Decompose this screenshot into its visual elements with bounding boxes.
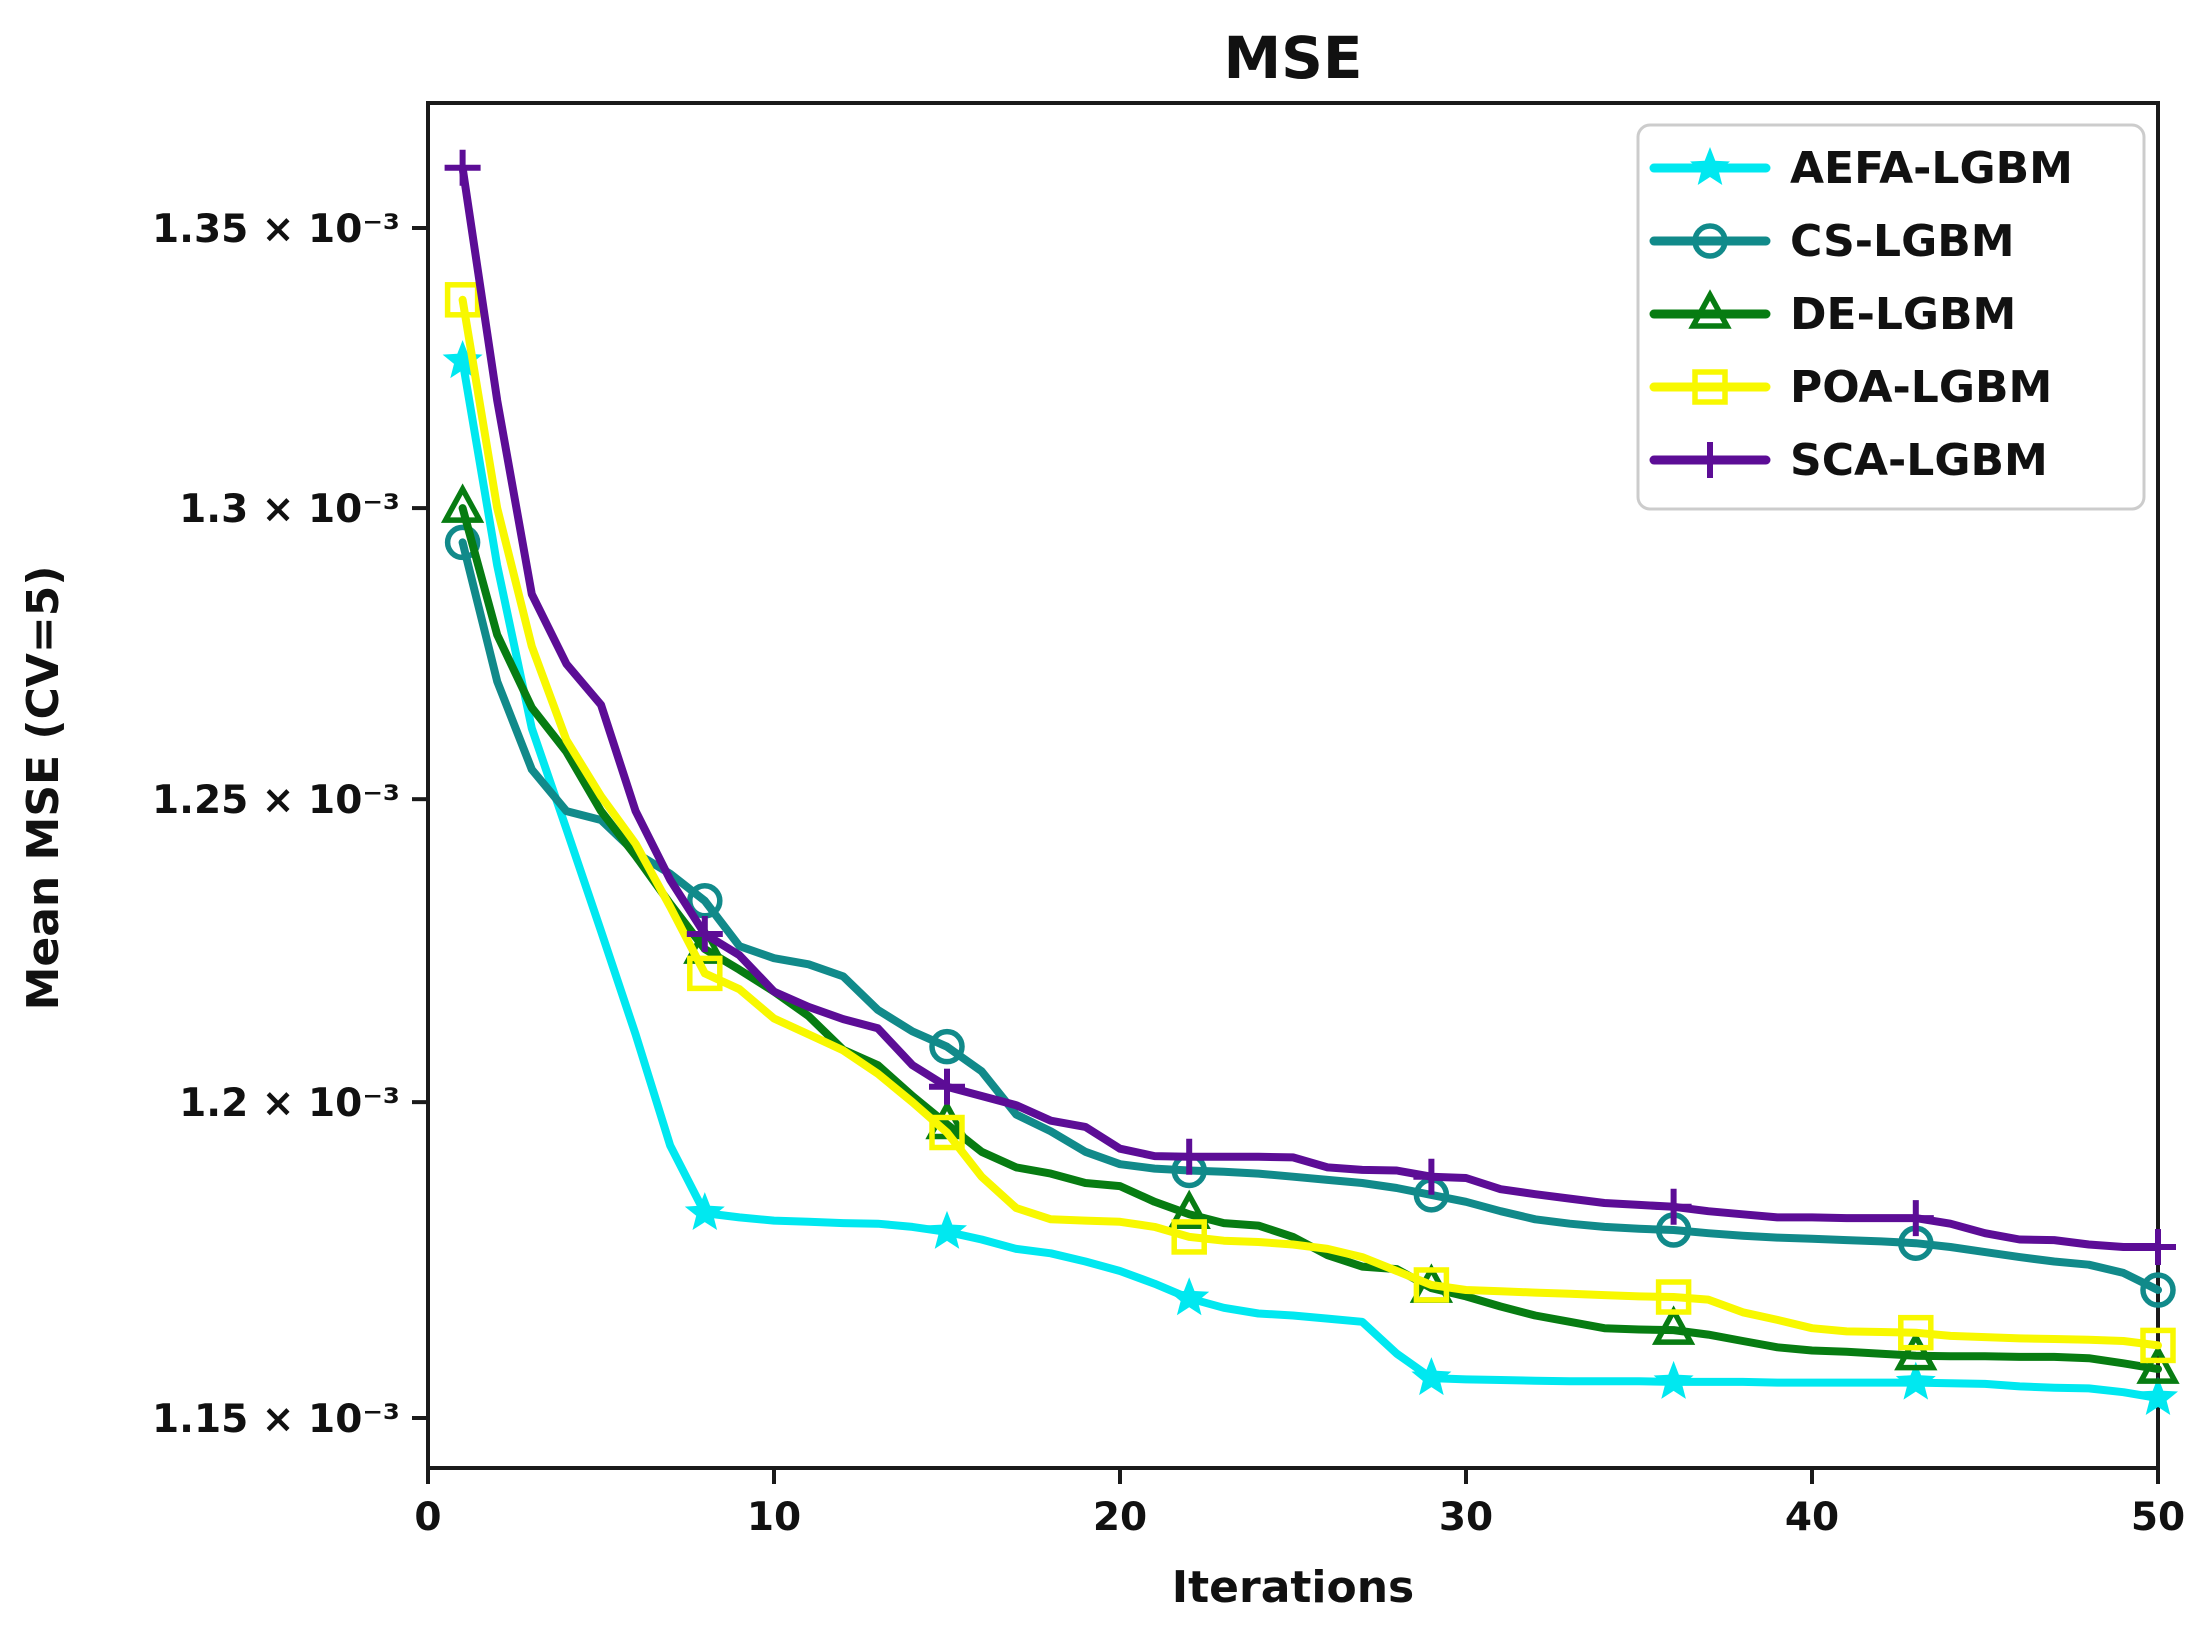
y-tick-label: 1.3 × 10⁻³ [179, 487, 400, 532]
legend-label-aefa-lgbm: AEFA-LGBM [1790, 143, 2073, 194]
x-axis-label: Iterations [1172, 1562, 1415, 1613]
marker-star [684, 1192, 725, 1230]
y-tick-label: 1.15 × 10⁻³ [152, 1397, 400, 1442]
x-tick-label: 10 [747, 1495, 801, 1540]
y-tick-label: 1.25 × 10⁻³ [152, 778, 400, 823]
marker-star [927, 1210, 967, 1249]
series-line-cs-lgbm [458, 538, 2162, 1294]
series-line-aefa-lgbm [458, 357, 2162, 1402]
x-tick-label: 30 [1439, 1495, 1493, 1540]
legend-label-de-lgbm: DE-LGBM [1790, 289, 2016, 340]
marker-triangle [1894, 1330, 1938, 1371]
marker-star [442, 340, 483, 379]
marker-triangle [1688, 289, 1732, 329]
marker-triangle [1167, 1189, 1211, 1230]
marker-star [2138, 1377, 2178, 1415]
marker-circle [1692, 223, 1728, 259]
chart-title: MSE [1223, 24, 1362, 92]
marker-star [1895, 1361, 1936, 1400]
marker-star [1653, 1360, 1694, 1399]
marker-star [1690, 147, 1730, 185]
marker-square [1655, 1279, 1692, 1315]
marker-square [1898, 1314, 1934, 1351]
marker-star [1169, 1277, 1210, 1316]
y-tick-label: 1.35 × 10⁻³ [152, 207, 400, 252]
marker-star [1411, 1357, 1452, 1396]
legend-label-poa-lgbm: POA-LGBM [1790, 362, 2052, 413]
legend-label-sca-lgbm: SCA-LGBM [1790, 435, 2048, 486]
marker-triangle [2136, 1344, 2180, 1384]
y-axis-label: Mean MSE (CV=5) [18, 566, 69, 1011]
marker-triangle [440, 483, 485, 523]
marker-circle [2140, 1272, 2176, 1308]
marker-circle [929, 1028, 965, 1065]
y-tick-label: 1.2 × 10⁻³ [179, 1081, 400, 1126]
marker-square [687, 955, 723, 992]
plot-border [426, 101, 2160, 1470]
series-line-poa-lgbm [458, 295, 2162, 1350]
marker-square [1692, 369, 1728, 405]
marker-square [1413, 1267, 1450, 1303]
marker-square [2140, 1327, 2176, 1364]
plot-area: 0 10 20 30 40 50 1.35 × 10⁻³ 1.3 × 10⁻³ 1.25 × 1… [152, 101, 2185, 1540]
series-line-sca-lgbm [458, 163, 2162, 1251]
marker-circle [687, 883, 723, 919]
marker-square [444, 282, 481, 318]
marker-circle [444, 524, 481, 561]
marker-triangle [1651, 1305, 1696, 1345]
legend-box [1636, 123, 2146, 511]
x-tick-label: 0 [414, 1495, 441, 1540]
marker-square [929, 1114, 965, 1151]
x-tick-label: 50 [2131, 1495, 2185, 1540]
x-tick-label: 20 [1093, 1495, 1147, 1540]
legend-label-cs-lgbm: CS-LGBM [1790, 216, 2015, 267]
marker-square [1171, 1219, 1207, 1255]
x-tick-label: 40 [1785, 1495, 1839, 1540]
